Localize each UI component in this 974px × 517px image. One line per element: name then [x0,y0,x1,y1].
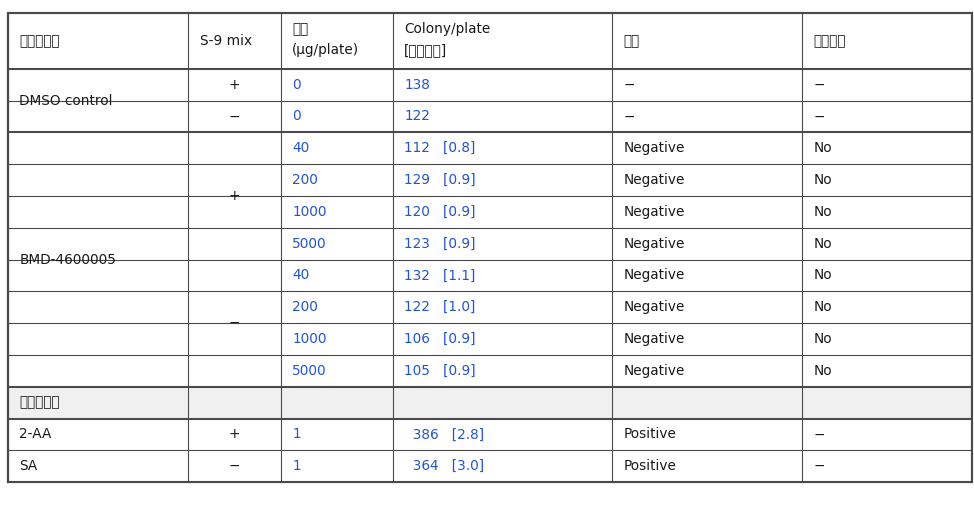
Text: 200: 200 [292,300,318,314]
Text: No: No [813,237,832,251]
Text: −: − [229,459,240,473]
Text: No: No [813,300,832,314]
Text: 122   [1.0]: 122 [1.0] [404,300,475,314]
Text: 5000: 5000 [292,364,327,378]
Text: Negative: Negative [623,141,685,155]
Text: Negative: Negative [623,237,685,251]
Text: [증가배수]: [증가배수] [404,43,447,57]
Text: 120   [0.9]: 120 [0.9] [404,205,475,219]
Text: 판정: 판정 [623,34,640,48]
Text: No: No [813,205,832,219]
Text: BMD-4600005: BMD-4600005 [19,252,117,267]
Text: 1000: 1000 [292,205,326,219]
Text: DMSO control: DMSO control [19,94,113,108]
Text: 양성대조군: 양성대조군 [19,396,60,409]
Text: Negative: Negative [623,332,685,346]
Text: No: No [813,268,832,282]
Text: 0: 0 [292,110,301,124]
Text: 0: 0 [292,78,301,92]
Text: Negative: Negative [623,205,685,219]
Text: 시험물질명: 시험물질명 [19,34,60,48]
Text: Negative: Negative [623,364,685,378]
Text: (μg/plate): (μg/plate) [292,43,359,57]
Text: No: No [813,364,832,378]
Text: 122: 122 [404,110,431,124]
Text: SA: SA [19,459,38,473]
Text: 112   [0.8]: 112 [0.8] [404,141,475,155]
Text: 1: 1 [292,428,301,442]
Text: 40: 40 [292,141,310,155]
Bar [8,387,972,419]
Text: +: + [229,78,240,92]
Text: Colony/plate: Colony/plate [404,22,491,37]
Text: Negative: Negative [623,173,685,187]
Text: No: No [813,173,832,187]
Text: −: − [813,78,825,92]
Text: 129   [0.9]: 129 [0.9] [404,173,476,187]
Text: 5000: 5000 [292,237,327,251]
Text: 1: 1 [292,459,301,473]
Text: 132   [1.1]: 132 [1.1] [404,268,475,282]
Text: S-9 mix: S-9 mix [200,34,252,48]
Text: −: − [623,78,635,92]
Text: −: − [813,428,825,442]
Text: 106   [0.9]: 106 [0.9] [404,332,475,346]
Text: 2-AA: 2-AA [19,428,52,442]
Text: −: − [623,110,635,124]
Text: Negative: Negative [623,268,685,282]
Text: 40: 40 [292,268,310,282]
Text: 200: 200 [292,173,318,187]
Text: −: − [813,110,825,124]
Text: +: + [229,428,240,442]
Text: 105   [0.9]: 105 [0.9] [404,364,476,378]
Text: 123   [0.9]: 123 [0.9] [404,237,475,251]
Text: +: + [229,189,240,203]
Text: Positive: Positive [623,428,676,442]
Text: No: No [813,141,832,155]
Text: Negative: Negative [623,300,685,314]
Text: −: − [813,459,825,473]
Text: No: No [813,332,832,346]
Text: 1000: 1000 [292,332,326,346]
Text: −: − [229,316,240,330]
Text: 세포독성: 세포독성 [813,34,845,48]
Text: 농도: 농도 [292,22,309,37]
Text: −: − [229,110,240,124]
Text: 386   [2.8]: 386 [2.8] [404,428,484,442]
Text: Positive: Positive [623,459,676,473]
Text: 138: 138 [404,78,431,92]
Text: 364   [3.0]: 364 [3.0] [404,459,484,473]
